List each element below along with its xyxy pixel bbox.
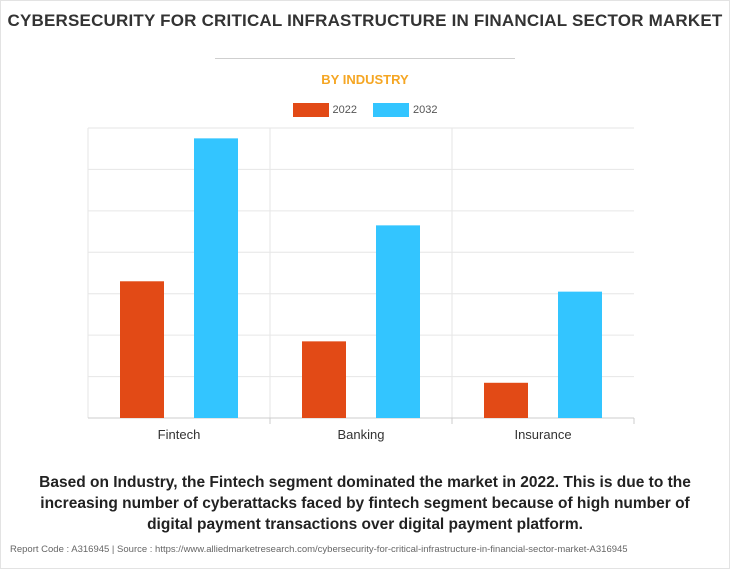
bar-fintech-2032 (194, 138, 238, 418)
legend-label-2032: 2032 (413, 104, 438, 116)
legend-item-2022: 2022 (292, 103, 357, 117)
chart-subtitle: BY INDUSTRY (321, 72, 409, 87)
legend-item-2032: 2032 (373, 103, 437, 117)
bar-fintech-2022 (120, 281, 164, 418)
legend-swatch-2032 (373, 103, 409, 117)
bar-banking-2022 (302, 341, 346, 418)
chart-caption: Based on Industry, the Fintech segment d… (39, 474, 691, 533)
legend-label-2022: 2022 (332, 104, 357, 116)
title-divider (215, 58, 515, 59)
legend: 2022 2032 (0, 102, 730, 118)
chart-title: CYBERSECURITY FOR CRITICAL INFRASTRUCTUR… (7, 11, 723, 30)
x-tick-label-banking: Banking (338, 427, 385, 442)
x-tick-label-fintech: Fintech (158, 427, 201, 442)
legend-swatch-2022 (292, 103, 329, 117)
bar-banking-2032 (376, 225, 420, 418)
bar-insurance-2022 (484, 382, 528, 418)
x-tick-label-insurance: Insurance (514, 427, 571, 442)
bar-insurance-2032 (558, 291, 602, 418)
source-footer: Report Code : A316945 | Source : https:/… (10, 544, 628, 555)
bar-chart: Fintech Banking Insurance (87, 127, 635, 442)
